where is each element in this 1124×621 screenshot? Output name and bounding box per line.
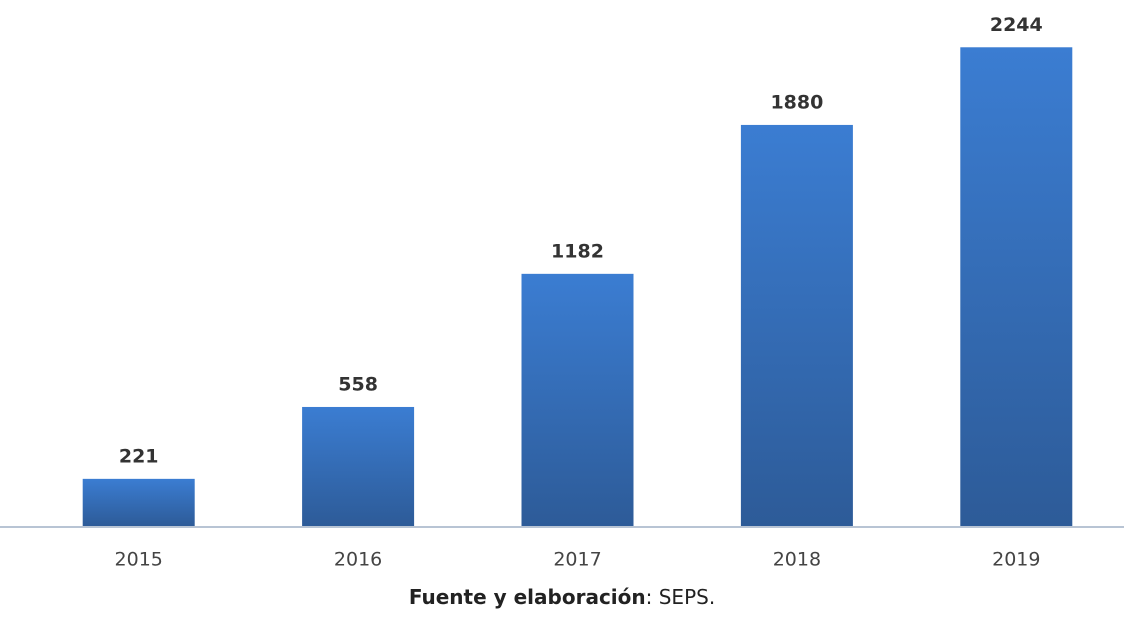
value-label: 2244 [990, 14, 1043, 36]
bar [740, 124, 853, 526]
x-tick-label: 2017 [553, 549, 601, 571]
source-label: Fuente y elaboración [409, 585, 646, 609]
bar [82, 478, 195, 526]
bar [521, 273, 634, 526]
source: Fuente y elaboración: SEPS. [409, 585, 715, 609]
value-label: 221 [119, 445, 159, 467]
value-label: 558 [338, 373, 378, 395]
bar [960, 47, 1073, 526]
value-label: 1182 [551, 240, 604, 262]
source-text: : SEPS. [646, 585, 716, 609]
x-tick-label: 2016 [334, 549, 382, 571]
value-label: 1880 [770, 91, 823, 113]
x-tick-label: 2015 [115, 549, 163, 571]
x-tick-label: 2019 [992, 549, 1040, 571]
bar [302, 406, 415, 526]
x-tick-label: 2018 [773, 549, 821, 571]
